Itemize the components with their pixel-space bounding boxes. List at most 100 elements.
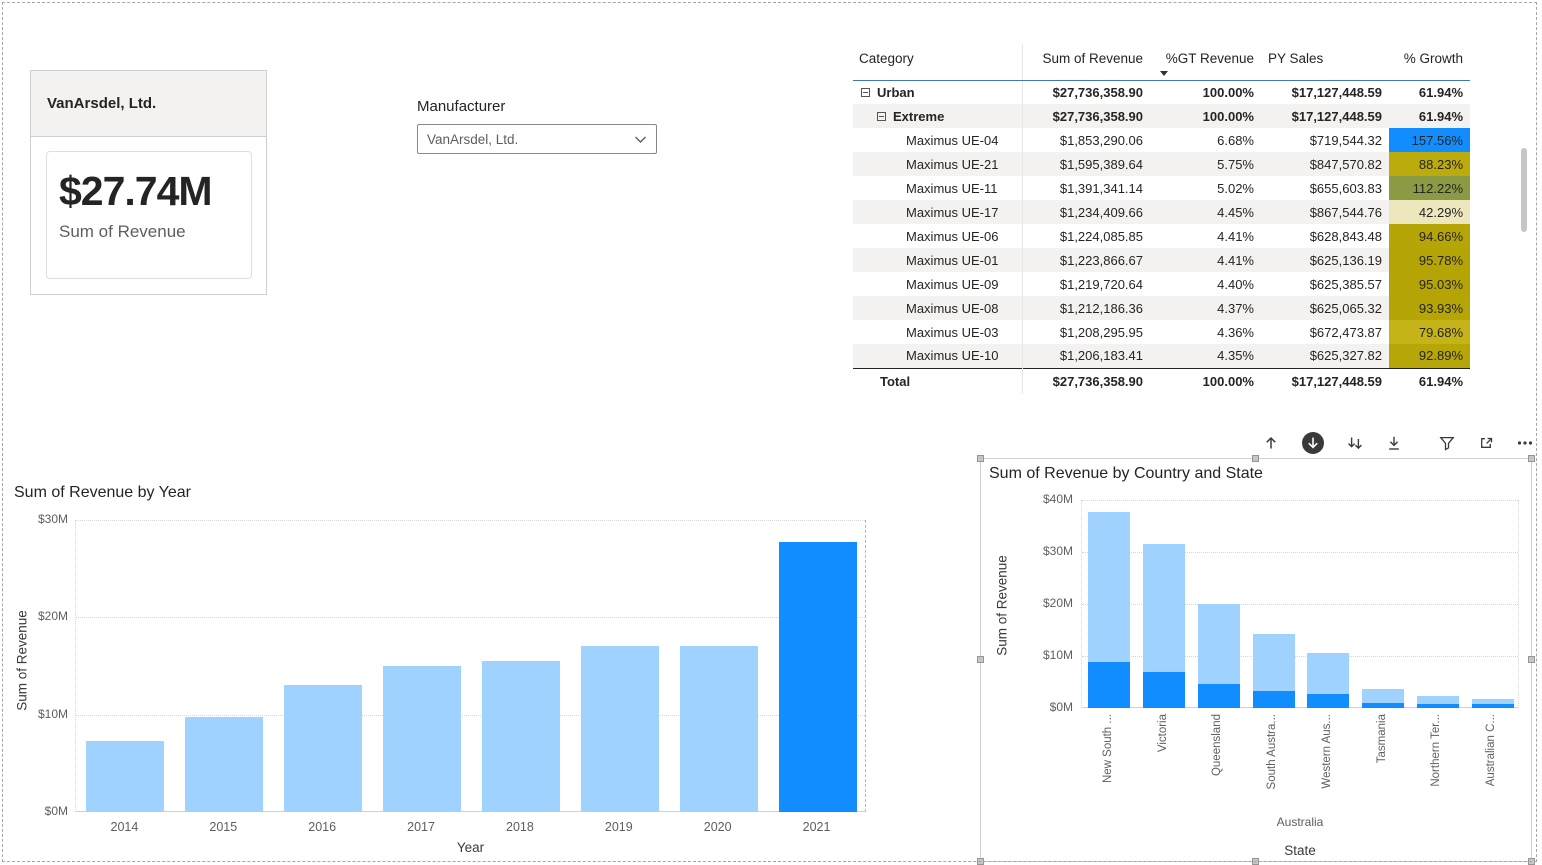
resize-handle[interactable] <box>977 858 984 865</box>
resize-handle[interactable] <box>977 656 984 663</box>
matrix-row-maximus-ue-06[interactable]: Maximus UE-06 $1,224,085.85 4.41% $628,843.… <box>853 224 1470 248</box>
matrix-row-maximus-ue-11[interactable]: Maximus UE-11 $1,391,341.14 5.02% $655,603.… <box>853 176 1470 200</box>
matrix-row-maximus-ue-10[interactable]: Maximus UE-10 $1,206,183.41 4.35% $625,327.… <box>853 344 1470 368</box>
cell-py[interactable]: $847,570.82 <box>1261 152 1389 176</box>
bar-segment-western-aus-highlighted-base[interactable] <box>1307 693 1350 708</box>
bar-2019[interactable] <box>580 645 659 812</box>
bar-segment-victoria-remainder-top[interactable] <box>1143 544 1186 672</box>
bar-2021[interactable] <box>778 542 857 812</box>
bar-2018[interactable] <box>481 661 560 812</box>
cell-growth[interactable]: 61.94% <box>1418 84 1463 100</box>
bar-2020[interactable] <box>679 645 758 812</box>
cell-gt[interactable]: 5.02% <box>1217 180 1254 196</box>
bar-segment-new-south-remainder-top[interactable] <box>1088 511 1131 663</box>
bar-segment-south-austra-remainder-top[interactable] <box>1252 634 1295 691</box>
cell-growth[interactable]: 157.56% <box>1389 128 1470 152</box>
cell-revenue[interactable]: $1,208,295.95 <box>1059 324 1143 340</box>
cell-growth[interactable]: 93.93% <box>1389 296 1470 320</box>
bar-2016[interactable] <box>284 684 363 812</box>
cell-gt[interactable]: 5.75% <box>1150 152 1261 176</box>
bar-segment-queensland-highlighted-base[interactable] <box>1197 684 1240 708</box>
cell-gt[interactable]: 100.00% <box>1202 84 1254 100</box>
focus-mode-icon[interactable] <box>1477 434 1495 452</box>
cell-growth[interactable]: 92.89% <box>1389 344 1470 368</box>
bar-2015[interactable] <box>185 716 264 812</box>
cell-revenue[interactable]: $1,223,866.67 <box>1022 248 1150 272</box>
cell-py[interactable]: $628,843.48 <box>1309 228 1382 244</box>
cell-py[interactable]: $672,473.87 <box>1309 324 1382 340</box>
cell-growth[interactable]: 95.78% <box>1389 248 1470 272</box>
matrix-row-maximus-ue-03[interactable]: Maximus UE-03 $1,208,295.95 4.36% $672,473.… <box>853 320 1470 344</box>
drill-down-mode-icon[interactable] <box>1301 431 1325 455</box>
cell-revenue[interactable]: $1,234,409.66 <box>1022 200 1150 224</box>
revenue-by-country-state-chart[interactable]: Sum of Revenue by Country and State Sum … <box>977 455 1535 865</box>
cell-gt[interactable]: 4.36% <box>1217 324 1254 340</box>
manufacturer-dropdown[interactable]: VanArsdel, Ltd. <box>417 124 657 154</box>
cell-py[interactable]: $625,136.19 <box>1261 248 1389 272</box>
cell-revenue[interactable]: $27,736,358.90 <box>1052 84 1143 100</box>
bar-segment-queensland-remainder-top[interactable] <box>1197 604 1240 685</box>
bar-segment-western-aus-remainder-top[interactable] <box>1307 652 1350 694</box>
column-header-py-sales[interactable]: PY Sales <box>1261 44 1389 81</box>
cell-gt[interactable]: 100.00% <box>1150 104 1261 128</box>
column-header-growth[interactable]: % Growth <box>1389 44 1470 81</box>
matrix-row-extreme[interactable]: Extreme $27,736,358.90 100.00% $17,127,448.… <box>853 104 1470 128</box>
cell-revenue[interactable]: $27,736,358.90 <box>1022 104 1150 128</box>
cell-revenue[interactable]: $1,853,290.06 <box>1059 132 1143 148</box>
matrix-row-maximus-ue-17[interactable]: Maximus UE-17 $1,234,409.66 4.45% $867,544.… <box>853 200 1470 224</box>
go-to-next-level-icon[interactable] <box>1385 434 1403 452</box>
drill-up-icon[interactable] <box>1262 434 1280 452</box>
manufacturer-name[interactable]: VanArsdel, Ltd. <box>31 71 266 137</box>
cell-py[interactable]: $719,544.32 <box>1309 132 1382 148</box>
vertical-scrollbar-thumb[interactable] <box>1521 148 1527 232</box>
category-matrix-visual[interactable]: Category Sum of Revenue %GT Revenue PY S… <box>853 44 1470 400</box>
column-header-sum-of-revenue[interactable]: Sum of Revenue <box>1022 44 1150 81</box>
cell-gt[interactable]: 4.37% <box>1150 296 1261 320</box>
resize-handle[interactable] <box>1528 455 1535 462</box>
cell-py[interactable]: $625,385.57 <box>1309 276 1382 292</box>
cell-py[interactable]: $655,603.83 <box>1309 180 1382 196</box>
bar-segment-northern-ter-remainder-top[interactable] <box>1416 696 1459 704</box>
matrix-row-urban[interactable]: Urban $27,736,358.90 100.00% $17,127,448.59… <box>853 80 1470 104</box>
cell-py[interactable]: $625,327.82 <box>1261 344 1389 368</box>
cell-revenue[interactable]: $1,206,183.41 <box>1022 344 1150 368</box>
revenue-by-year-chart[interactable]: Sum of Revenue by Year Sum of Revenue Ye… <box>10 480 872 862</box>
bar-2017[interactable] <box>383 666 462 812</box>
cell-growth[interactable]: 42.29% <box>1389 200 1470 224</box>
column-header-gt-revenue[interactable]: %GT Revenue <box>1150 44 1261 81</box>
cell-revenue[interactable]: $1,212,186.36 <box>1022 296 1150 320</box>
collapse-icon[interactable] <box>861 87 870 97</box>
cell-py[interactable]: $17,127,448.59 <box>1261 104 1389 128</box>
cell-revenue[interactable]: $1,224,085.85 <box>1059 228 1143 244</box>
cell-growth[interactable]: 61.94% <box>1389 104 1470 128</box>
cell-gt[interactable]: 4.45% <box>1150 200 1261 224</box>
matrix-row-maximus-ue-09[interactable]: Maximus UE-09 $1,219,720.64 4.40% $625,385.… <box>853 272 1470 296</box>
expand-all-down-icon[interactable] <box>1346 434 1364 452</box>
cell-gt[interactable]: 6.68% <box>1217 132 1254 148</box>
bar-2014[interactable] <box>86 740 165 812</box>
bar-segment-australian-c-highlighted-base[interactable] <box>1471 704 1514 708</box>
matrix-row-maximus-ue-01[interactable]: Maximus UE-01 $1,223,866.67 4.41% $625,136.… <box>853 248 1470 272</box>
matrix-row-maximus-ue-21[interactable]: Maximus UE-21 $1,595,389.64 5.75% $847,570.… <box>853 152 1470 176</box>
bar-segment-new-south-highlighted-base[interactable] <box>1088 662 1131 708</box>
bar-segment-australian-c-remainder-top[interactable] <box>1471 699 1514 705</box>
resize-handle[interactable] <box>977 455 984 462</box>
cell-growth[interactable]: 112.22% <box>1389 176 1470 200</box>
resize-handle[interactable] <box>1252 455 1259 462</box>
cell-py[interactable]: $625,065.32 <box>1261 296 1389 320</box>
cell-revenue[interactable]: $1,219,720.64 <box>1059 276 1143 292</box>
cell-gt[interactable]: 4.41% <box>1150 248 1261 272</box>
column-header-category[interactable]: Category <box>853 44 1023 81</box>
resize-handle[interactable] <box>1528 656 1535 663</box>
cell-growth[interactable]: 94.66% <box>1389 224 1470 248</box>
filter-icon[interactable] <box>1438 434 1456 452</box>
bar-segment-south-austra-highlighted-base[interactable] <box>1252 690 1295 708</box>
cell-revenue[interactable]: $1,595,389.64 <box>1022 152 1150 176</box>
resize-handle[interactable] <box>1252 858 1259 865</box>
resize-handle[interactable] <box>1528 858 1535 865</box>
cell-py[interactable]: $867,544.76 <box>1261 200 1389 224</box>
cell-py[interactable]: $17,127,448.59 <box>1291 84 1382 100</box>
bar-segment-victoria-highlighted-base[interactable] <box>1143 671 1186 708</box>
revenue-kpi-card[interactable]: $27.74M Sum of Revenue <box>46 151 252 279</box>
bar-segment-tasmania-highlighted-base[interactable] <box>1362 702 1405 708</box>
